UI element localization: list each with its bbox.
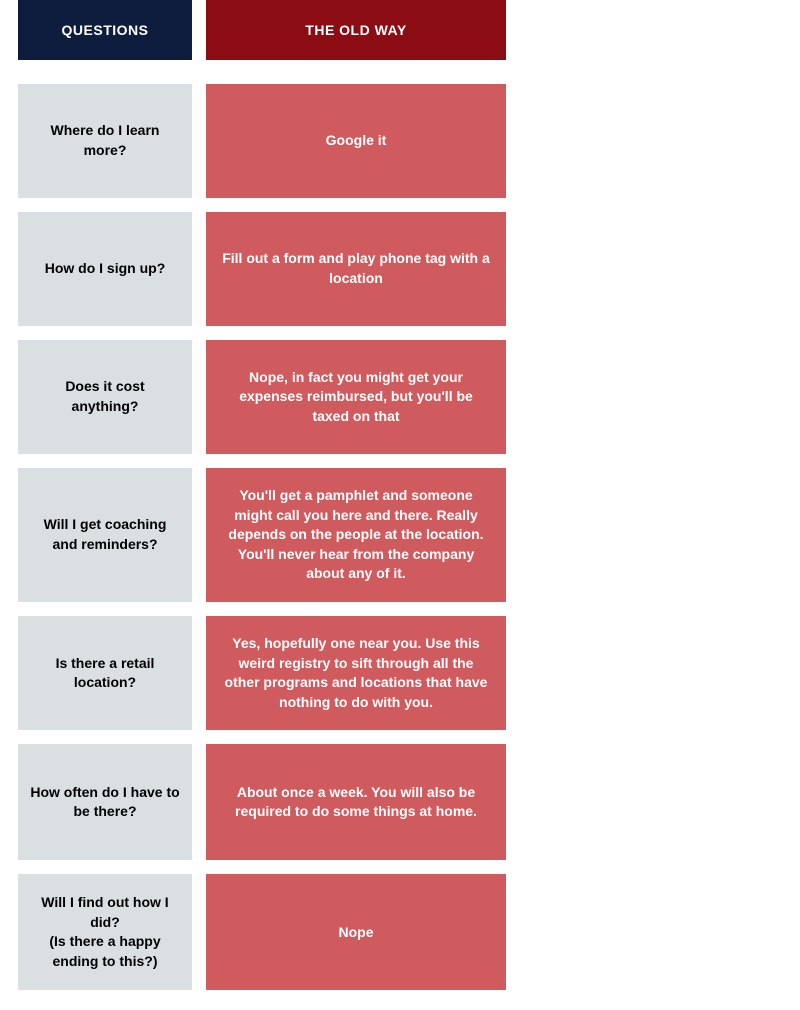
header-row: QUESTIONS THE OLD WAY (18, 0, 782, 60)
answer-cell: About once a week. You will also be requ… (206, 744, 506, 860)
question-cell: Will I get coaching and reminders? (18, 468, 192, 602)
answer-cell: Nope (206, 874, 506, 990)
question-cell: Does it cost anything? (18, 340, 192, 454)
answer-cell: You'll get a pamphlet and someone might … (206, 468, 506, 602)
table-row: How do I sign up? Fill out a form and pl… (18, 212, 782, 326)
oldway-column-header: THE OLD WAY (206, 0, 506, 60)
question-cell: Will I find out how I did? (Is there a h… (18, 874, 192, 990)
table-row: Will I find out how I did? (Is there a h… (18, 874, 782, 990)
answer-cell: Google it (206, 84, 506, 198)
question-cell: How do I sign up? (18, 212, 192, 326)
table-row: Where do I learn more? Google it (18, 84, 782, 198)
table-row: How often do I have to be there? About o… (18, 744, 782, 860)
table-row: Will I get coaching and reminders? You'l… (18, 468, 782, 602)
comparison-table: QUESTIONS THE OLD WAY Where do I learn m… (0, 0, 800, 1010)
answer-cell: Fill out a form and play phone tag with … (206, 212, 506, 326)
question-cell: Where do I learn more? (18, 84, 192, 198)
answer-cell: Yes, hopefully one near you. Use this we… (206, 616, 506, 730)
questions-column-header: QUESTIONS (18, 0, 192, 60)
table-row: Does it cost anything? Nope, in fact you… (18, 340, 782, 454)
question-cell: How often do I have to be there? (18, 744, 192, 860)
question-cell: Is there a retail location? (18, 616, 192, 730)
answer-cell: Nope, in fact you might get your expense… (206, 340, 506, 454)
table-row: Is there a retail location? Yes, hopeful… (18, 616, 782, 730)
